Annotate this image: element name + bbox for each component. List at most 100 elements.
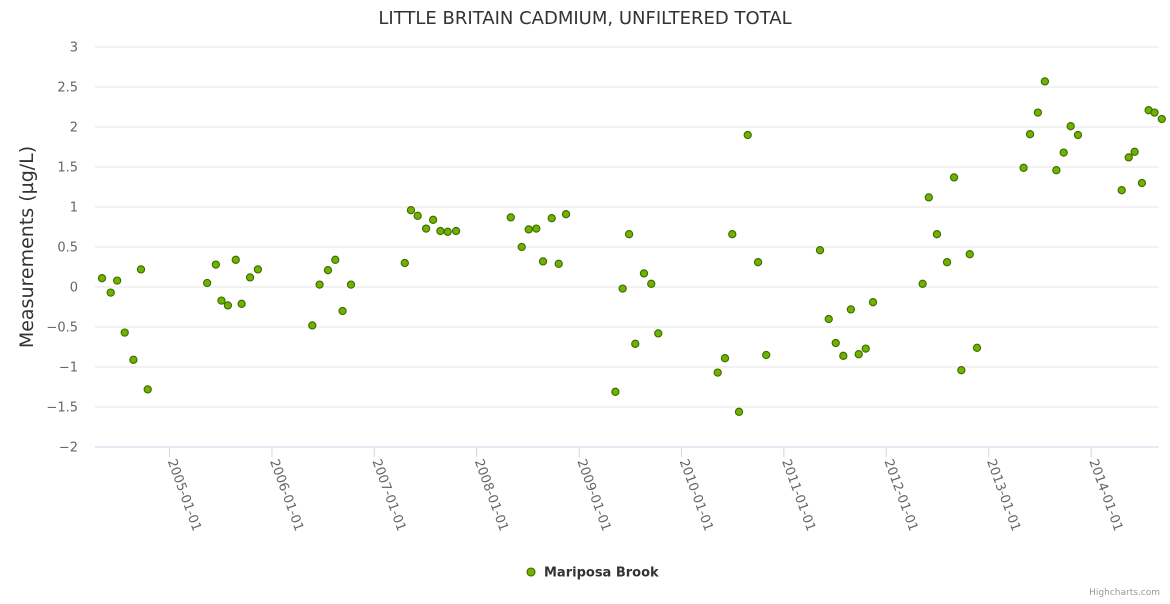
data-point[interactable]	[97, 274, 107, 283]
data-point[interactable]	[824, 314, 833, 324]
legend-marker-icon[interactable]	[526, 567, 536, 577]
data-point[interactable]	[143, 385, 152, 394]
data-point[interactable]	[428, 215, 438, 224]
legend[interactable]: Mariposa Brook	[526, 566, 659, 581]
y-tick-label: 0.5	[57, 241, 78, 256]
y-tick-label: −0.5	[46, 321, 78, 336]
data-point[interactable]	[611, 387, 620, 396]
y-tick-label: 3	[70, 41, 78, 56]
data-point[interactable]	[743, 130, 752, 140]
data-point[interactable]	[436, 226, 445, 236]
data-point[interactable]	[231, 255, 240, 264]
data-point[interactable]	[618, 284, 627, 293]
data-point[interactable]	[868, 298, 878, 307]
y-axis-tick-labels: −2 −1.5 −1 −0.5 0 0.5 1 1.5 2 2.5 3	[46, 41, 78, 456]
data-point[interactable]	[924, 193, 933, 202]
data-point[interactable]	[400, 258, 409, 268]
data-point[interactable]	[957, 366, 966, 375]
data-point[interactable]	[211, 260, 220, 269]
data-point[interactable]	[965, 250, 974, 259]
data-point[interactable]	[517, 242, 526, 252]
data-point[interactable]	[346, 280, 356, 289]
data-point[interactable]	[839, 351, 848, 360]
data-point[interactable]	[331, 255, 340, 264]
data-point[interactable]	[202, 278, 212, 288]
grid-lines	[95, 46, 1159, 408]
y-tick-label: 2	[70, 121, 78, 136]
data-point[interactable]	[106, 288, 115, 297]
data-point[interactable]	[308, 321, 317, 330]
data-point[interactable]	[932, 230, 942, 239]
data-point[interactable]	[120, 328, 129, 337]
data-point[interactable]	[647, 279, 656, 288]
data-point[interactable]	[547, 214, 556, 223]
data-point[interactable]	[1157, 114, 1166, 124]
data-point[interactable]	[846, 305, 856, 314]
data-point[interactable]	[654, 329, 663, 338]
data-point[interactable]	[421, 224, 431, 233]
data-point[interactable]	[223, 301, 233, 310]
data-point[interactable]	[942, 258, 952, 267]
data-point[interactable]	[1025, 130, 1035, 139]
data-point[interactable]	[1130, 147, 1139, 156]
data-point[interactable]	[762, 350, 771, 360]
data-point[interactable]	[1117, 186, 1126, 195]
data-point[interactable]	[624, 230, 634, 239]
data-point[interactable]	[861, 344, 870, 353]
data-point[interactable]	[443, 227, 452, 236]
data-point[interactable]	[506, 213, 515, 222]
data-point[interactable]	[949, 173, 959, 182]
data-point[interactable]	[631, 339, 640, 348]
data-point[interactable]	[1073, 130, 1083, 140]
data-point[interactable]	[413, 211, 422, 220]
data-point[interactable]	[639, 269, 649, 278]
data-point[interactable]	[524, 225, 533, 234]
data-point[interactable]	[1059, 148, 1068, 157]
data-point[interactable]	[1040, 77, 1050, 86]
data-point[interactable]	[1019, 163, 1028, 172]
data-point[interactable]	[561, 210, 571, 219]
data-point[interactable]	[112, 276, 122, 285]
data-point[interactable]	[129, 355, 138, 364]
data-point[interactable]	[854, 350, 863, 359]
data-point[interactable]	[1124, 153, 1133, 162]
credits-link[interactable]: Highcharts.com	[1089, 588, 1160, 598]
data-point[interactable]	[734, 407, 744, 416]
y-tick-label: 1.5	[57, 161, 78, 176]
data-point[interactable]	[532, 224, 541, 233]
data-point[interactable]	[554, 259, 563, 268]
legend-item-label[interactable]: Mariposa Brook	[544, 566, 659, 581]
data-point[interactable]	[1137, 178, 1147, 188]
y-tick-label: 0	[70, 281, 78, 296]
data-point[interactable]	[720, 354, 730, 363]
data-point[interactable]	[972, 343, 982, 352]
data-point[interactable]	[323, 266, 333, 275]
data-point[interactable]	[338, 306, 347, 316]
y-axis-title: Measurements (µg/L)	[16, 146, 38, 348]
data-point[interactable]	[245, 273, 255, 282]
data-point[interactable]	[136, 265, 146, 274]
data-point[interactable]	[217, 296, 226, 305]
data-point[interactable]	[753, 258, 763, 267]
data-point[interactable]	[728, 230, 737, 239]
data-point[interactable]	[1052, 166, 1061, 175]
data-point[interactable]	[815, 246, 825, 255]
y-tick-label: −2	[59, 441, 78, 456]
data-point[interactable]	[406, 206, 416, 215]
data-point[interactable]	[1033, 108, 1043, 117]
data-point[interactable]	[713, 368, 722, 377]
data-point[interactable]	[451, 226, 461, 236]
data-point[interactable]	[237, 299, 246, 308]
data-point[interactable]	[538, 257, 548, 266]
data-point[interactable]	[831, 338, 840, 348]
y-tick-label: −1.5	[46, 401, 78, 416]
data-point[interactable]	[1150, 108, 1159, 117]
data-point[interactable]	[253, 265, 263, 274]
data-point[interactable]	[918, 279, 927, 288]
data-point[interactable]	[315, 280, 324, 289]
data-point[interactable]	[1066, 122, 1075, 131]
data-points	[97, 77, 1166, 416]
